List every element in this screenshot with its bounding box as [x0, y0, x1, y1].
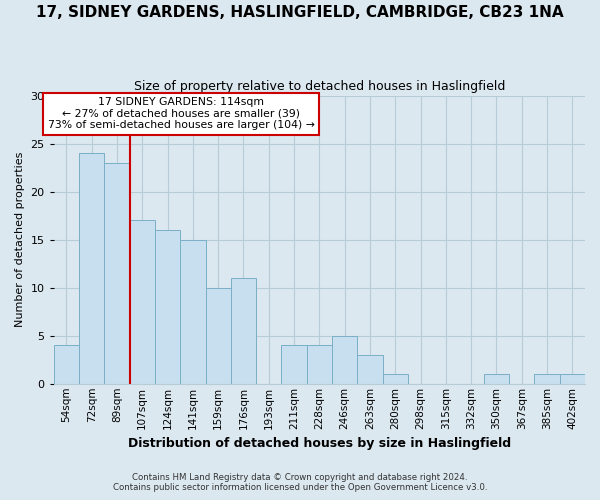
Bar: [560, 374, 585, 384]
Y-axis label: Number of detached properties: Number of detached properties: [15, 152, 25, 328]
Bar: [535, 374, 560, 384]
Bar: [231, 278, 256, 384]
Bar: [358, 355, 383, 384]
Bar: [206, 288, 231, 384]
Bar: [307, 346, 332, 384]
Bar: [104, 163, 130, 384]
Bar: [79, 153, 104, 384]
Text: Contains HM Land Registry data © Crown copyright and database right 2024.
Contai: Contains HM Land Registry data © Crown c…: [113, 473, 487, 492]
Bar: [130, 220, 155, 384]
Text: 17 SIDNEY GARDENS: 114sqm
← 27% of detached houses are smaller (39)
73% of semi-: 17 SIDNEY GARDENS: 114sqm ← 27% of detac…: [48, 97, 314, 130]
Bar: [180, 240, 206, 384]
Text: 17, SIDNEY GARDENS, HASLINGFIELD, CAMBRIDGE, CB23 1NA: 17, SIDNEY GARDENS, HASLINGFIELD, CAMBRI…: [36, 5, 564, 20]
Bar: [332, 336, 358, 384]
Bar: [54, 346, 79, 384]
Bar: [281, 346, 307, 384]
Bar: [155, 230, 180, 384]
X-axis label: Distribution of detached houses by size in Haslingfield: Distribution of detached houses by size …: [128, 437, 511, 450]
Bar: [383, 374, 408, 384]
Bar: [484, 374, 509, 384]
Title: Size of property relative to detached houses in Haslingfield: Size of property relative to detached ho…: [134, 80, 505, 93]
